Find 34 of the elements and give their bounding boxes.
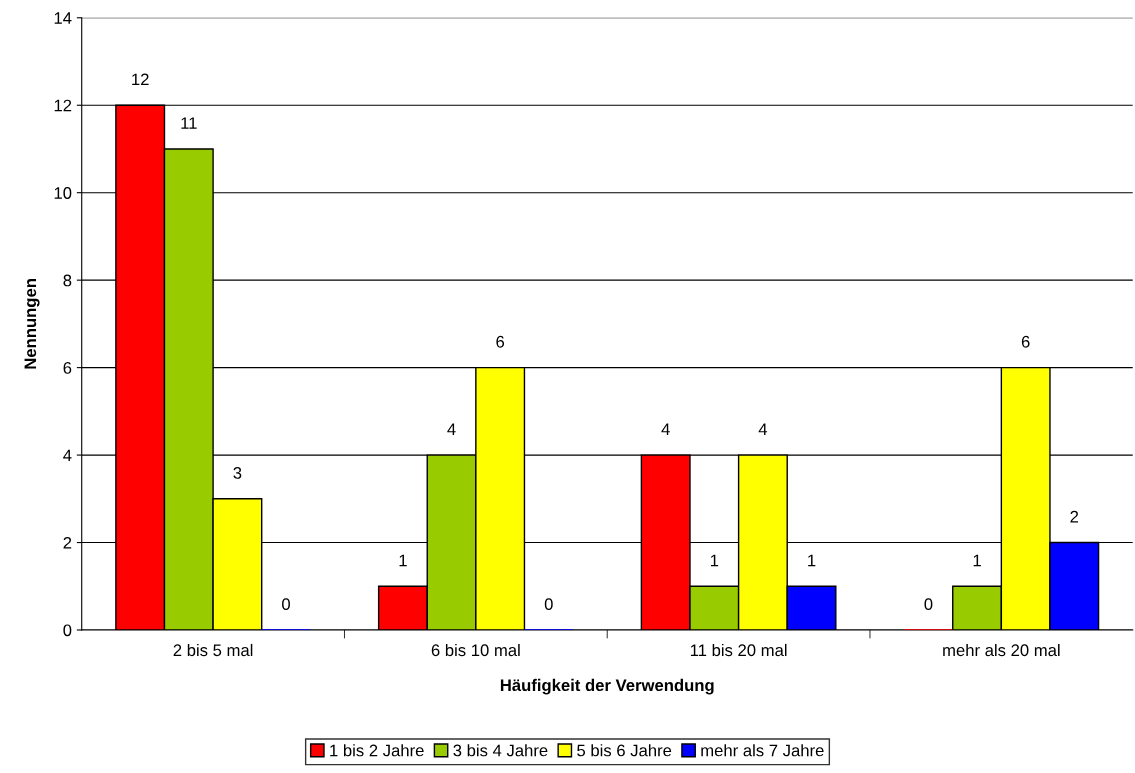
y-tick-label: 12 — [54, 99, 72, 112]
data-label: 0 — [924, 598, 933, 611]
data-label: 0 — [544, 598, 553, 611]
legend-label: 3 bis 4 Jahre — [453, 744, 548, 757]
y-tick-label: 14 — [54, 12, 72, 24]
x-tick-label: 6 bis 10 mal — [431, 643, 520, 657]
data-label: 4 — [447, 423, 456, 435]
x-tick-label: 2 bis 5 mal — [173, 643, 253, 657]
data-label: 2 — [1070, 510, 1079, 523]
y-tick-label: 6 — [63, 362, 72, 374]
y-axis-title: Nennungen — [24, 279, 40, 369]
data-label: 1 — [808, 554, 816, 567]
data-label: 6 — [1021, 335, 1030, 348]
data-label: 4 — [661, 423, 670, 435]
data-label: 0 — [282, 598, 290, 611]
data-label: 1 — [710, 554, 719, 567]
y-tick-label: 4 — [63, 449, 72, 462]
data-label: 12 — [132, 73, 149, 86]
legend-label: 1 bis 2 Jahre — [330, 744, 424, 757]
data-label: 1 — [399, 554, 407, 567]
x-axis-title: Häufigkeit der Verwendung — [500, 678, 714, 695]
data-label: 1 — [973, 554, 981, 567]
legend-label: mehr als 7 Jahre — [701, 744, 824, 757]
y-tick-label: 10 — [54, 187, 72, 199]
x-tick-label: mehr als 20 mal — [943, 643, 1060, 657]
y-tick-label: 0 — [63, 624, 72, 637]
x-tick-label: 11 bis 20 mal — [690, 643, 787, 657]
y-tick-label: 2 — [63, 536, 72, 549]
data-label: 4 — [758, 423, 768, 435]
data-label: 11 — [181, 117, 197, 129]
legend-label: 5 bis 6 Jahre — [577, 744, 672, 757]
y-tick-label: 8 — [63, 274, 72, 287]
data-label: 6 — [496, 335, 505, 348]
data-label: 3 — [233, 467, 242, 479]
